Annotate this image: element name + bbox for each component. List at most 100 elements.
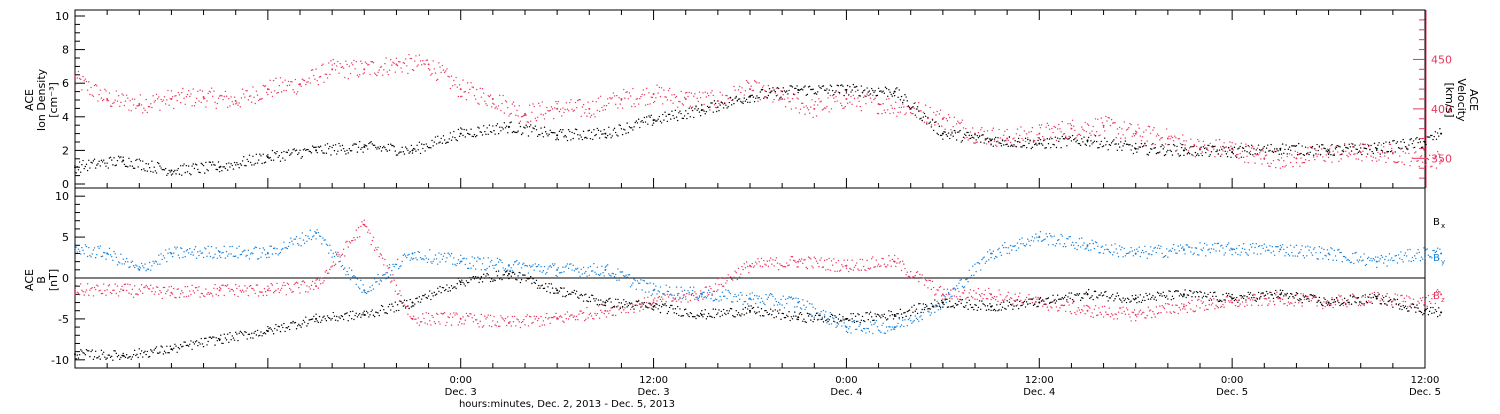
bz-dot [895,266,896,267]
bz-dot [390,281,391,282]
ion-density-dot [1014,140,1015,141]
bz-dot [548,317,549,318]
ion-density-dot [801,88,802,89]
velocity-point [1440,159,1442,161]
velocity-dot [1233,149,1234,150]
ion-density-dot [1322,144,1323,145]
velocity-dot [748,83,749,84]
velocity-point [460,88,462,90]
bz-dot [227,284,228,285]
bz-dot [514,316,515,317]
ion-density-dot [993,145,994,146]
by-dot [1144,246,1145,247]
by-dot [848,328,849,329]
bz-dot [280,289,281,290]
bz-dot [1244,306,1245,307]
bz-dot [459,321,460,322]
ion-density-dot [188,165,189,166]
velocity-dot [1052,132,1053,133]
velocity-point [363,68,365,70]
ion-density-dot [348,152,349,153]
velocity-dot [477,102,478,103]
velocity-dot [79,78,80,79]
ion-density-dot [656,120,657,121]
bz-dot [446,322,447,323]
ion-density-dot [722,102,723,103]
bz-dot [412,319,413,320]
ion-density-dot [586,138,587,139]
ion-density-dot [886,88,887,89]
by-dot [465,264,466,265]
velocity-dot [900,111,901,112]
bz-dot [1037,297,1038,298]
velocity-dot [707,93,708,94]
by-dot [443,255,444,256]
velocity-dot [652,97,653,98]
ion-density-dot [79,161,80,162]
bz-point [1135,314,1137,316]
velocity-dot [1129,123,1130,124]
velocity-dot [738,89,739,90]
velocity-point [74,78,76,80]
bz-dot [491,326,492,327]
ion-density-dot [753,96,754,97]
bz-dot [1047,306,1048,307]
velocity-dot [391,64,392,65]
bz-dot [837,270,838,271]
bz-dot [874,266,875,267]
velocity-dot [299,84,300,85]
bz-dot [820,257,821,258]
velocity-dot [230,96,231,97]
by-dot [729,292,730,293]
ion-density-dot [595,134,596,135]
velocity-dot [1088,125,1089,126]
velocity-dot [1273,160,1274,161]
bz-dot [482,326,483,327]
bz-dot [639,310,640,311]
by-dot [312,236,313,237]
by-dot [1252,243,1253,244]
by-dot [622,271,623,272]
by-dot [932,304,933,305]
by-dot [396,264,397,265]
velocity-dot [214,102,215,103]
bz-dot [1275,294,1276,295]
bz-dot [1420,298,1421,299]
by-dot [1159,248,1160,249]
velocity-dot [674,94,675,95]
by-dot [786,303,787,304]
bz-dot [439,323,440,324]
by-dot [96,254,97,255]
velocity-dot [237,104,238,105]
velocity-dot [1328,157,1329,158]
ion-density-dot [1103,145,1104,146]
bz-dot [1188,302,1189,303]
bz-dot [105,294,106,295]
by-dot [880,332,881,333]
ion-density-dot [336,153,337,154]
bz-dot [226,285,227,286]
ion-density-dot [1155,147,1156,148]
bz-dot [687,301,688,302]
bz-dot [447,316,448,317]
by-dot [665,285,666,286]
by-dot [954,287,955,288]
bz-dot [692,293,693,294]
bz-dot [426,312,427,313]
bz-dot [271,283,272,284]
by-dot [393,266,394,267]
bz-dot [391,280,392,281]
ion-density-dot [555,139,556,140]
by-dot [453,257,454,258]
velocity-dot [261,98,262,99]
ion-density-dot [1327,151,1328,152]
by-dot [348,274,349,275]
velocity-dot [1151,144,1152,145]
by-dot [214,254,215,255]
velocity-dot [412,69,413,70]
ion-density-dot [1285,144,1286,145]
velocity-dot [387,71,388,72]
velocity-dot [667,99,668,100]
ion-density-dot [1296,145,1297,146]
ion-density-dot [521,134,522,135]
